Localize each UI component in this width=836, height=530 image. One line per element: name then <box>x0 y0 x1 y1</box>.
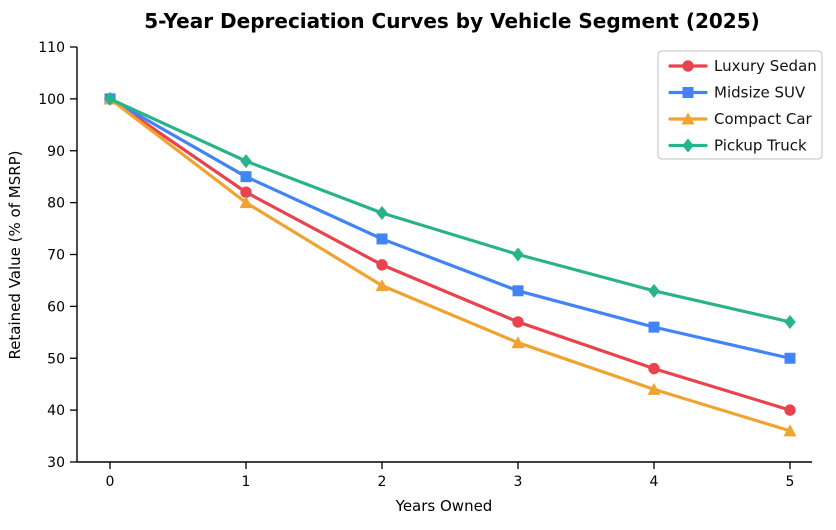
x-tick-label: 2 <box>378 474 387 490</box>
legend-marker-pickup-truck <box>682 138 694 153</box>
y-tick-label: 40 <box>47 403 65 419</box>
y-axis-label: Retained Value (% of MSRP) <box>6 150 24 359</box>
marker-luxury-sedan <box>784 404 796 416</box>
y-tick-label: 80 <box>47 196 65 212</box>
marker-luxury-sedan <box>512 316 524 328</box>
marker-pickup-truck <box>784 314 796 329</box>
chart-title: 5-Year Depreciation Curves by Vehicle Se… <box>144 9 760 33</box>
legend: Luxury Sedan Midsize SUV Compact Car Pickup… <box>657 50 823 160</box>
marker-midsize-suv <box>648 321 660 333</box>
legend-marker-luxury-sedan <box>682 60 694 72</box>
legend-label-midsize-suv: Midsize SUV <box>714 84 806 102</box>
legend-item-midsize-suv: Midsize SUV <box>668 84 806 102</box>
marker-midsize-suv <box>240 171 252 183</box>
line-pickup-truck <box>108 97 792 324</box>
axes: 30 40 50 60 70 80 90 100 110 0 1 2 3 4 5 <box>38 40 812 490</box>
legend-label-compact-car: Compact Car <box>714 110 813 128</box>
legend-box <box>657 50 823 160</box>
marker-luxury-sedan <box>376 259 388 271</box>
x-tick-label: 5 <box>786 474 795 490</box>
marker-luxury-sedan <box>240 186 252 198</box>
marker-midsize-suv <box>376 233 388 245</box>
legend-marker-midsize-suv <box>682 87 694 98</box>
x-tick-label: 1 <box>242 474 251 490</box>
x-tick-label: 3 <box>514 474 523 490</box>
line-compact-car <box>108 97 792 433</box>
legend-item-pickup-truck: Pickup Truck <box>668 137 807 155</box>
line-midsize-suv <box>108 97 792 360</box>
y-tick-label: 90 <box>47 144 65 160</box>
y-tick-label: 100 <box>38 92 65 108</box>
marker-compact-car <box>511 336 525 349</box>
legend-item-luxury-sedan: Luxury Sedan <box>668 57 817 75</box>
marker-pickup-truck <box>376 206 388 220</box>
line-luxury-sedan <box>108 97 792 412</box>
marker-compact-car <box>647 382 661 395</box>
legend-item-compact-car: Compact Car <box>668 110 813 128</box>
x-tick-label: 0 <box>106 474 115 490</box>
marker-pickup-truck <box>648 283 660 298</box>
marker-luxury-sedan <box>648 362 660 375</box>
y-tick-label: 30 <box>47 455 65 471</box>
marker-compact-car <box>239 196 253 209</box>
x-tick-label: 4 <box>650 474 659 490</box>
legend-label-pickup-truck: Pickup Truck <box>714 137 807 155</box>
series-lines <box>103 91 797 437</box>
x-axis-label: Years Owned <box>395 497 493 515</box>
marker-pickup-truck <box>104 91 116 106</box>
marker-compact-car <box>783 424 797 437</box>
legend-marker-compact-car <box>681 112 695 125</box>
marker-midsize-suv <box>784 352 796 364</box>
marker-midsize-suv <box>512 285 524 297</box>
marker-compact-car <box>375 279 389 292</box>
marker-pickup-truck <box>512 247 524 262</box>
y-tick-label: 70 <box>47 248 65 264</box>
legend-label-luxury-sedan: Luxury Sedan <box>714 57 817 75</box>
marker-pickup-truck <box>240 154 252 169</box>
y-tick-label: 60 <box>47 299 65 315</box>
series-pickup-truck <box>104 91 796 329</box>
y-tick-label: 110 <box>38 40 65 56</box>
y-tick-label: 50 <box>47 351 65 367</box>
